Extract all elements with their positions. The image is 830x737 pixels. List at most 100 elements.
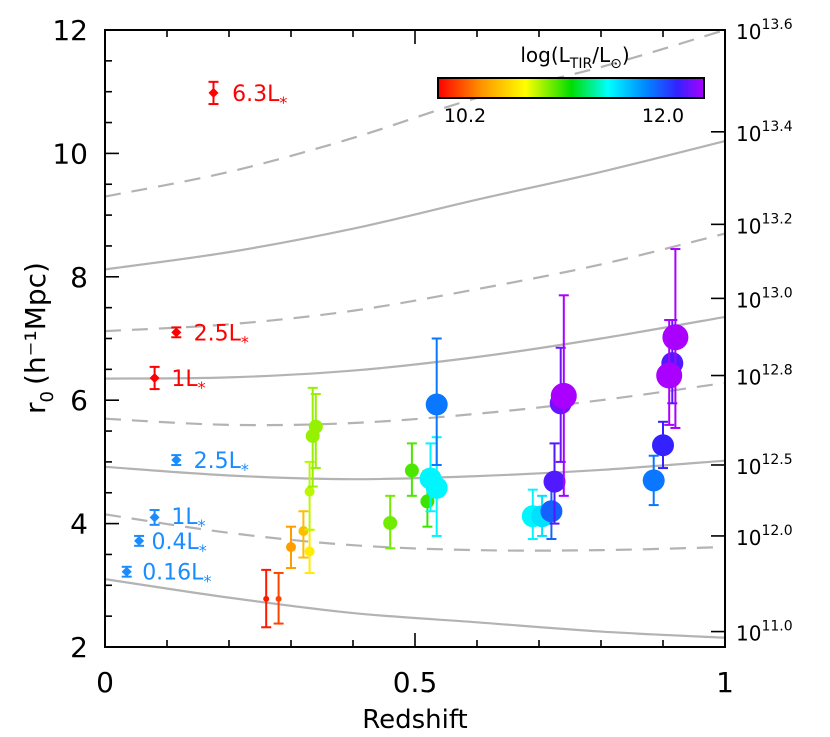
colorbar-title-close: ): [622, 43, 630, 67]
right-axis-label: 1013.6: [736, 17, 793, 44]
data-point: [656, 362, 683, 389]
annotation-text: 1L: [171, 505, 198, 530]
right-axis-label-mantissa: 10: [736, 20, 761, 44]
right-axis-label-exponent: 13.4: [761, 119, 792, 135]
x-axis-title: Redshift: [362, 705, 468, 735]
colorbar-max-label: 12.0: [642, 105, 684, 127]
halo-curve-4: [104, 381, 726, 427]
colorbar-title-log: log(L: [520, 43, 570, 67]
reference-point: [208, 87, 219, 98]
right-axis-label: 1013.0: [736, 285, 793, 312]
reference-point: [134, 535, 145, 546]
annotation-subscript: *: [279, 93, 287, 112]
data-point: [425, 393, 448, 416]
annotation-subscript: *: [241, 460, 249, 479]
luminosity-annotation: 2.5L*: [194, 321, 249, 351]
luminosity-annotation: 2.5L*: [194, 449, 249, 479]
annotation-text: 1L: [171, 367, 198, 392]
colorbar-title: log(LTIR/L⊙): [520, 43, 629, 72]
data-point: [304, 546, 315, 557]
annotation-text: 0.4L: [152, 530, 200, 555]
y-tick-label: 2: [70, 631, 88, 664]
reference-point: [149, 512, 160, 523]
data-point: [298, 526, 309, 537]
y-tick-label: 6: [70, 384, 88, 417]
annotation-subscript: *: [199, 541, 207, 560]
halo-curve-7: [104, 139, 726, 271]
data-point: [662, 324, 689, 351]
right-axis-label-exponent: 12.5: [761, 452, 792, 468]
right-axis-label: 1013.2: [736, 211, 793, 238]
y-axis-title-r: r: [19, 402, 52, 414]
right-axis-label-exponent: 13.6: [761, 17, 792, 33]
right-axis-label-mantissa: 10: [736, 366, 761, 390]
colorbar-min-label: 10.2: [444, 105, 486, 127]
luminosity-annotations: 6.3L*2.5L*1L*2.5L*1L*0.4L*0.16L*: [142, 82, 287, 591]
data-point: [304, 486, 315, 497]
reference-point: [149, 372, 160, 383]
annotation-subscript: *: [198, 516, 206, 535]
luminosity-annotation: 0.4L*: [152, 530, 207, 560]
y-axis-title-sub: 0: [37, 391, 58, 402]
right-axis-label-exponent: 12.8: [761, 363, 792, 379]
reference-point: [171, 455, 182, 466]
right-axis-label-mantissa: 10: [736, 122, 761, 146]
luminosity-annotation: 6.3L*: [232, 82, 287, 112]
right-axis-label-mantissa: 10: [736, 455, 761, 479]
right-axis-label-mantissa: 10: [736, 214, 761, 238]
data-point: [642, 469, 665, 492]
x-tick-label: 0: [96, 666, 114, 699]
colorbar-title-slash: /L: [592, 43, 611, 67]
annotation-subscript: *: [241, 332, 249, 351]
data-point: [540, 500, 563, 523]
axes: 0 0.5 1246810121011.01012.01012.51012.8101…: [52, 14, 792, 699]
data-point: [286, 542, 296, 553]
data-point: [425, 476, 448, 499]
luminosity-annotation: 1L*: [171, 367, 205, 397]
y-tick-label: 12: [52, 14, 88, 47]
x-tick-label: 0.5: [393, 666, 438, 699]
right-axis-label-exponent: 13.0: [761, 285, 792, 301]
annotation-subscript: *: [198, 378, 206, 397]
halo-mass-curves: [104, 28, 726, 639]
colorbar-title-sub2: ⊙: [610, 56, 622, 72]
right-axis-label: 1013.4: [736, 119, 793, 146]
data-point: [550, 382, 577, 409]
data-points: [261, 248, 689, 629]
annotation-subscript: *: [203, 572, 211, 591]
colorbar-title-sub1: TIR: [569, 56, 593, 72]
data-point: [383, 515, 398, 530]
halo-curve-5: [104, 315, 726, 380]
halo-curve-6: [104, 232, 726, 333]
data-point: [308, 419, 323, 434]
right-axis-label: 1012.0: [736, 523, 793, 550]
annotation-text: 6.3L: [232, 82, 280, 107]
luminosity-annotation: 1L*: [171, 505, 205, 535]
data-point: [652, 434, 674, 457]
data-point: [404, 463, 419, 478]
right-axis-label-mantissa: 10: [736, 288, 761, 312]
annotation-text: 2.5L: [194, 321, 242, 346]
halo-curve-8: [104, 28, 726, 198]
halo-curve-1: [104, 578, 726, 639]
data-point: [275, 595, 282, 602]
reference-point: [171, 327, 182, 338]
right-axis-label-exponent: 11.0: [761, 619, 792, 635]
right-axis-label: 1012.5: [736, 452, 793, 479]
right-axis-label-exponent: 12.0: [761, 523, 792, 539]
colorbar: log(LTIR/L⊙) 10.2 12.0: [437, 43, 705, 127]
y-axis-title-units: (h⁻¹Mpc): [19, 262, 52, 385]
y-tick-label: 4: [70, 508, 88, 541]
colorbar-gradient: [437, 77, 705, 99]
y-tick-label: 10: [52, 137, 88, 170]
reference-points: [121, 80, 219, 578]
y-tick-label: 8: [70, 261, 88, 294]
halo-curve-2: [104, 513, 726, 552]
right-axis-label: 1012.8: [736, 363, 793, 390]
luminosity-annotation: 0.16L*: [142, 561, 211, 591]
right-axis-label-exponent: 13.2: [761, 211, 792, 227]
halo-curve-3: [104, 459, 726, 481]
annotation-text: 0.16L: [142, 561, 204, 586]
right-axis-label-mantissa: 10: [736, 526, 761, 550]
